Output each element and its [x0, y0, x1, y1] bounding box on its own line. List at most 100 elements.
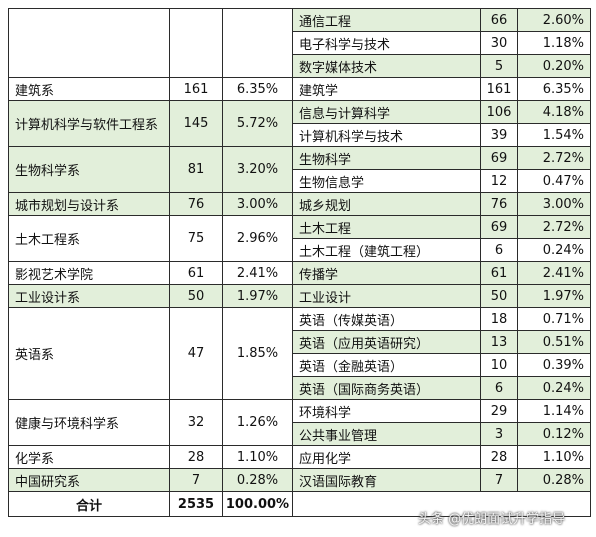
major-count-cell: 7 [480, 468, 518, 492]
department-percent-cell: 3.20% [222, 146, 293, 193]
major-cell: 公共事业管理 [292, 422, 481, 446]
department-percent-cell: 1.26% [222, 399, 293, 446]
major-cell: 英语（应用英语研究） [292, 330, 481, 354]
major-cell: 电子科学与技术 [292, 31, 481, 55]
major-count-cell: 76 [480, 192, 518, 216]
department-count-cell: 145 [169, 100, 223, 147]
major-cell: 传播学 [292, 261, 481, 285]
major-count-cell: 61 [480, 261, 518, 285]
department-percent-cell: 2.96% [222, 215, 293, 262]
total-empty-cell [292, 491, 591, 517]
major-percent-cell: 2.72% [517, 146, 591, 170]
department-count-cell: 76 [169, 192, 223, 216]
major-percent-cell: 6.35% [517, 77, 591, 101]
major-percent-cell: 0.71% [517, 307, 591, 331]
major-percent-cell: 4.18% [517, 100, 591, 124]
major-cell: 城乡规划 [292, 192, 481, 216]
major-percent-cell: 0.24% [517, 238, 591, 262]
major-percent-cell: 3.00% [517, 192, 591, 216]
major-count-cell: 39 [480, 123, 518, 147]
major-count-cell: 30 [480, 31, 518, 55]
major-cell: 工业设计 [292, 284, 481, 308]
department-count-cell: 61 [169, 261, 223, 285]
department-count-cell [169, 8, 223, 78]
department-percent-cell: 1.97% [222, 284, 293, 308]
major-count-cell: 3 [480, 422, 518, 446]
department-count-cell: 161 [169, 77, 223, 101]
major-percent-cell: 2.72% [517, 215, 591, 239]
major-percent-cell: 0.12% [517, 422, 591, 446]
major-cell: 计算机科学与技术 [292, 123, 481, 147]
department-percent-cell: 2.41% [222, 261, 293, 285]
major-percent-cell: 0.28% [517, 468, 591, 492]
major-cell: 应用化学 [292, 445, 481, 469]
major-count-cell: 66 [480, 8, 518, 32]
major-cell: 英语（金融英语） [292, 353, 481, 377]
department-count-cell: 7 [169, 468, 223, 492]
department-percent-cell: 0.28% [222, 468, 293, 492]
department-cell: 化学系 [8, 445, 170, 469]
major-cell: 英语（传媒英语） [292, 307, 481, 331]
major-count-cell: 161 [480, 77, 518, 101]
total-percent: 100.00% [222, 491, 293, 517]
major-cell: 数字媒体技术 [292, 54, 481, 78]
major-cell: 汉语国际教育 [292, 468, 481, 492]
department-cell: 工业设计系 [8, 284, 170, 308]
department-cell [8, 8, 170, 78]
major-cell: 环境科学 [292, 399, 481, 423]
admission-table: 建筑系 161 6.35% 计算机科学与软件工程系 145 5.72% 生物科学系 81 3.2… [8, 8, 591, 528]
major-percent-cell: 1.14% [517, 399, 591, 423]
major-count-cell: 6 [480, 376, 518, 400]
department-count-cell: 32 [169, 399, 223, 446]
major-percent-cell: 1.54% [517, 123, 591, 147]
department-count-cell: 75 [169, 215, 223, 262]
major-percent-cell: 0.39% [517, 353, 591, 377]
major-percent-cell: 0.20% [517, 54, 591, 78]
major-percent-cell: 0.51% [517, 330, 591, 354]
major-cell: 通信工程 [292, 8, 481, 32]
department-count-cell: 47 [169, 307, 223, 400]
major-percent-cell: 1.18% [517, 31, 591, 55]
department-cell: 健康与环境科学系 [8, 399, 170, 446]
major-count-cell: 29 [480, 399, 518, 423]
major-count-cell: 10 [480, 353, 518, 377]
department-percent-cell: 1.85% [222, 307, 293, 400]
major-percent-cell: 2.41% [517, 261, 591, 285]
major-cell: 土木工程（建筑工程） [292, 238, 481, 262]
department-percent-cell: 5.72% [222, 100, 293, 147]
department-cell: 城市规划与设计系 [8, 192, 170, 216]
major-count-cell: 5 [480, 54, 518, 78]
major-cell: 建筑学 [292, 77, 481, 101]
department-cell: 中国研究系 [8, 468, 170, 492]
department-count-cell: 50 [169, 284, 223, 308]
major-count-cell: 13 [480, 330, 518, 354]
major-cell: 土木工程 [292, 215, 481, 239]
major-count-cell: 106 [480, 100, 518, 124]
department-percent-cell [222, 8, 293, 78]
major-percent-cell: 1.10% [517, 445, 591, 469]
department-cell: 计算机科学与软件工程系 [8, 100, 170, 147]
total-count: 2535 [169, 491, 223, 517]
department-percent-cell: 1.10% [222, 445, 293, 469]
major-count-cell: 12 [480, 169, 518, 193]
major-percent-cell: 0.24% [517, 376, 591, 400]
department-count-cell: 28 [169, 445, 223, 469]
department-cell: 建筑系 [8, 77, 170, 101]
total-label: 合计 [8, 491, 170, 517]
major-count-cell: 28 [480, 445, 518, 469]
department-percent-cell: 3.00% [222, 192, 293, 216]
department-cell: 英语系 [8, 307, 170, 400]
major-cell: 信息与计算科学 [292, 100, 481, 124]
major-count-cell: 50 [480, 284, 518, 308]
major-percent-cell: 0.47% [517, 169, 591, 193]
department-cell: 生物科学系 [8, 146, 170, 193]
major-cell: 生物科学 [292, 146, 481, 170]
major-percent-cell: 2.60% [517, 8, 591, 32]
major-count-cell: 69 [480, 146, 518, 170]
major-cell: 生物信息学 [292, 169, 481, 193]
department-cell: 影视艺术学院 [8, 261, 170, 285]
major-cell: 英语（国际商务英语） [292, 376, 481, 400]
department-count-cell: 81 [169, 146, 223, 193]
major-count-cell: 6 [480, 238, 518, 262]
major-percent-cell: 1.97% [517, 284, 591, 308]
